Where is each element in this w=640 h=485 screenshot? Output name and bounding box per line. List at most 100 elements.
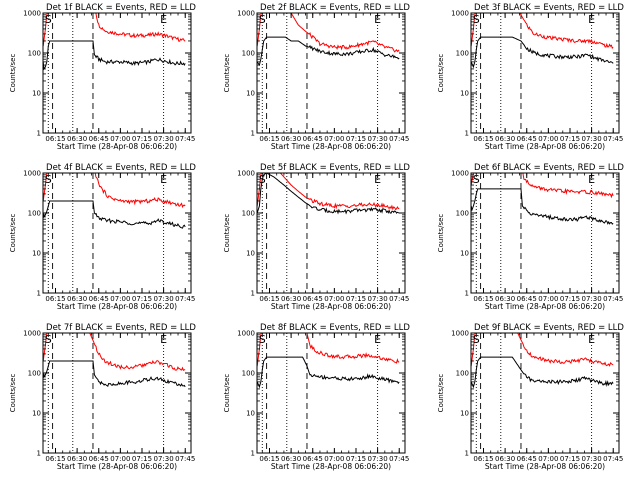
end-marker-label: E [374, 173, 381, 186]
x-tick-label: 07:30 [368, 135, 388, 143]
y-tick-label: 10 [246, 410, 255, 418]
series-line-red [43, 13, 186, 47]
x-tick-label: 06:30 [281, 295, 301, 303]
y-tick-label: 100 [242, 210, 255, 218]
y-tick-label: 1 [465, 290, 469, 298]
y-tick-label: 1000 [23, 10, 41, 18]
x-tick-label: 07:15 [560, 455, 580, 463]
start-marker-label: S [259, 13, 266, 26]
end-marker-label: E [588, 13, 595, 26]
axes-frame [256, 332, 406, 454]
x-tick-label: 07:15 [560, 135, 580, 143]
axes-frame [470, 172, 620, 294]
axes-frame [470, 332, 620, 454]
panel-7: Det 7f BLACK = Events, RED = LLD 1 10 100 10… [9, 323, 196, 471]
x-tick-label: 06:30 [495, 135, 515, 143]
x-axis-label: Start Time (28-Apr-08 06:06:20) [271, 462, 391, 471]
x-tick-label: 07:15 [346, 295, 366, 303]
axes-frame [42, 332, 192, 454]
x-tick-label: 07:00 [538, 295, 558, 303]
x-tick-label: 06:30 [67, 135, 87, 143]
end-marker-label: E [374, 13, 381, 26]
axes-frame [256, 172, 406, 294]
y-tick-label: 100 [456, 50, 469, 58]
y-tick-label: 1000 [451, 10, 469, 18]
start-marker-label: S [45, 173, 52, 186]
x-axis-label: Start Time (28-Apr-08 06:06:20) [57, 142, 177, 151]
panel-title: Det 6f BLACK = Events, RED = LLD [474, 163, 624, 173]
x-tick-label: 06:45 [517, 135, 537, 143]
y-tick-label: 100 [456, 370, 469, 378]
series-line-black [43, 40, 186, 71]
start-marker-label: S [473, 173, 480, 186]
x-tick-label: 07:45 [175, 135, 195, 143]
plot-area [257, 13, 400, 133]
y-axis-label: Counts/sec [437, 374, 445, 413]
panel-title: Det 3f BLACK = Events, RED = LLD [474, 3, 624, 13]
x-tick-label: 07:15 [346, 455, 366, 463]
y-tick-label: 100 [28, 370, 41, 378]
x-tick-label: 06:30 [67, 295, 87, 303]
panel-5: Det 5f BLACK = Events, RED = LLD 1 10 100 10… [223, 163, 410, 311]
y-axis-label: Counts/sec [437, 54, 445, 93]
start-marker-label: S [45, 333, 52, 346]
x-tick-label: 06:15 [45, 295, 65, 303]
x-tick-label: 07:00 [324, 135, 344, 143]
y-tick-label: 1000 [237, 170, 255, 178]
x-tick-label: 06:30 [281, 135, 301, 143]
x-tick-label: 07:30 [582, 295, 602, 303]
plot-area [257, 333, 400, 453]
y-tick-label: 1000 [237, 330, 255, 338]
y-tick-label: 10 [460, 90, 469, 98]
x-tick-label: 07:30 [154, 455, 174, 463]
series-line-black [471, 36, 614, 69]
y-tick-label: 1 [37, 290, 41, 298]
x-tick-label: 07:15 [132, 135, 152, 143]
plot-area [471, 173, 614, 293]
y-tick-label: 100 [242, 50, 255, 58]
end-marker-label: E [160, 173, 167, 186]
series-line-black [257, 356, 400, 389]
y-axis-label: Counts/sec [9, 54, 17, 93]
x-tick-label: 07:45 [603, 135, 623, 143]
end-marker-label: E [374, 333, 381, 346]
y-axis-label: Counts/sec [223, 374, 231, 413]
end-marker-label: E [160, 333, 167, 346]
y-axis-label: Counts/sec [223, 214, 231, 253]
axes-frame [470, 12, 620, 134]
y-tick-label: 1000 [451, 170, 469, 178]
y-tick-label: 10 [246, 250, 255, 258]
x-tick-label: 07:15 [346, 135, 366, 143]
plot-area [43, 173, 186, 293]
series-line-black [471, 356, 614, 389]
series-line-black [471, 188, 614, 225]
start-marker-label: S [259, 173, 266, 186]
panel-4: Det 4f BLACK = Events, RED = LLD 1 10 100 10… [9, 163, 196, 311]
x-axis-label: Start Time (28-Apr-08 06:06:20) [57, 462, 177, 471]
series-line-red [257, 333, 400, 367]
y-tick-label: 10 [32, 410, 41, 418]
y-tick-label: 1 [251, 450, 255, 458]
series-line-black [257, 173, 400, 215]
x-tick-label: 06:15 [45, 135, 65, 143]
plot-area [257, 173, 400, 293]
plot-area [471, 13, 614, 133]
x-tick-label: 07:00 [538, 455, 558, 463]
panel-8: Det 8f BLACK = Events, RED = LLD 1 10 100 10… [223, 323, 410, 471]
series-line-red [471, 173, 614, 199]
x-axis-label: Start Time (28-Apr-08 06:06:20) [271, 142, 391, 151]
y-tick-label: 10 [32, 90, 41, 98]
y-tick-label: 1 [465, 130, 469, 138]
x-tick-label: 06:15 [473, 295, 493, 303]
plot-area [471, 333, 614, 453]
x-tick-label: 06:30 [281, 455, 301, 463]
y-tick-label: 10 [246, 90, 255, 98]
x-tick-label: 07:00 [110, 455, 130, 463]
panel-title: Det 4f BLACK = Events, RED = LLD [46, 163, 196, 173]
panel-3: Det 3f BLACK = Events, RED = LLD 1 10 100 10… [437, 3, 624, 151]
x-tick-label: 07:45 [389, 135, 409, 143]
x-tick-label: 07:30 [368, 295, 388, 303]
x-tick-label: 06:15 [259, 295, 279, 303]
y-tick-label: 1000 [23, 170, 41, 178]
